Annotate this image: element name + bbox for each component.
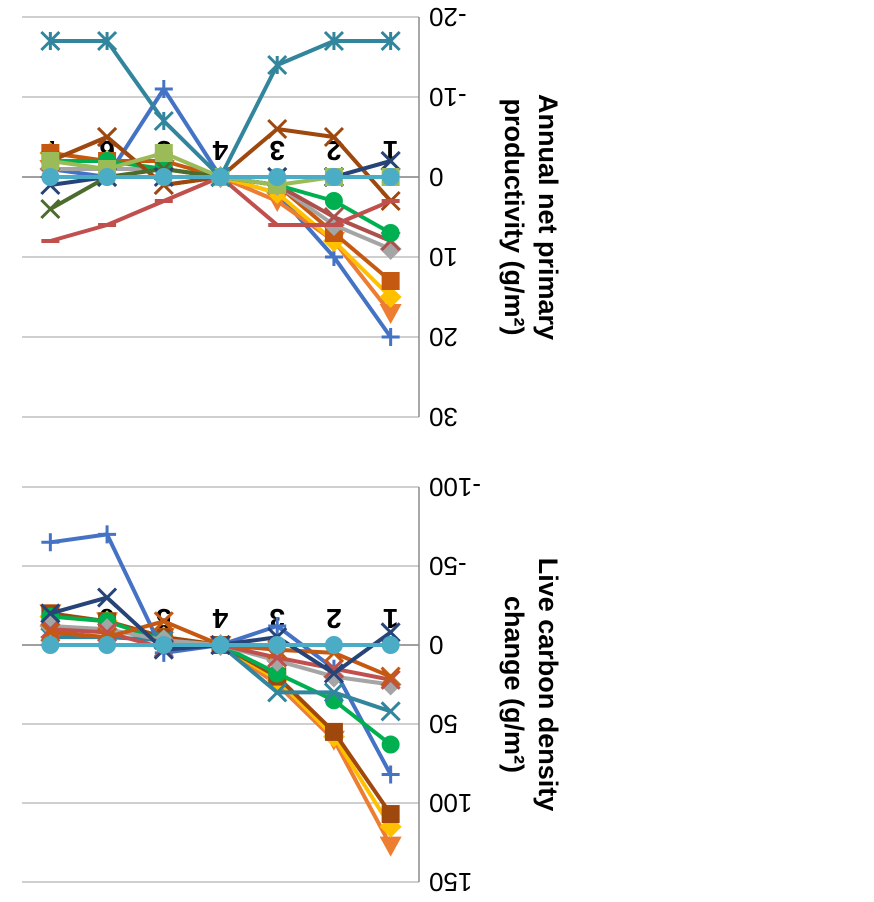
data-point [379,836,402,857]
y-tick-label: 30 [429,402,458,432]
data-point [98,636,117,654]
data-point [381,328,400,346]
y-tick-label: -20 [429,2,467,32]
y-tick-label: -100 [429,472,481,502]
data-point [40,198,61,220]
data-point [324,192,343,210]
data-point [40,30,61,52]
y-tick-label: 100 [429,788,472,818]
y-axis-title: Live carbon densitychange (g/m²) [499,558,563,812]
carbon-chart-panel: -100-500501001501234567Live carbon densi… [22,472,563,897]
data-point [380,666,401,687]
x-tick-label: 4 [212,603,228,634]
data-point [324,636,343,654]
x-tick-label: 4 [212,135,228,166]
data-point [268,617,287,636]
data-point [380,701,401,722]
data-point [381,805,400,824]
data-point [211,636,230,654]
data-point [324,168,343,186]
data-point [153,110,174,132]
data-point [323,658,344,679]
data-point [323,663,344,684]
data-point [97,30,118,52]
y-tick-label: 50 [429,709,458,739]
data-point [381,272,400,290]
data-point [268,168,287,186]
data-point [268,664,287,683]
data-point [154,636,173,654]
data-point [41,168,60,186]
data-point [379,238,402,260]
data-point [381,224,400,242]
data-point [97,587,118,608]
y-tick-label: 20 [429,322,458,352]
data-point [41,533,60,552]
data-point [153,611,174,632]
data-point [323,682,344,703]
data-point [211,168,230,186]
series-0 [41,80,400,346]
y-tick-label: 0 [429,630,443,660]
data-point [266,649,289,672]
y-axis-title: Annual net primaryproductivity (g/m²) [499,94,563,340]
data-point [323,30,344,52]
data-point [379,286,402,308]
data-point [381,168,400,186]
data-point [268,636,287,654]
y-tick-label: 150 [429,867,472,897]
data-point [267,118,288,140]
series-10 [41,636,400,654]
data-point [154,168,173,186]
data-point [380,30,401,52]
data-point [40,619,61,640]
data-point [380,150,401,172]
data-point [154,80,173,98]
data-point [267,54,288,76]
y-tick-label: -10 [429,82,467,112]
y-tick-label: -50 [429,551,467,581]
data-point [98,525,117,544]
y-tick-label: 0 [429,162,443,192]
data-point [381,765,400,784]
data-point [381,636,400,654]
data-point [97,126,118,148]
data-point [323,126,344,148]
data-point [40,603,61,624]
data-point [98,168,117,186]
data-point [41,152,60,170]
y-tick-label: 10 [429,242,458,272]
data-point [381,735,400,754]
data-point [324,722,343,741]
x-tick-label: 3 [269,135,285,166]
data-point [41,636,60,654]
data-point [322,665,345,688]
x-tick-label: 1 [383,603,399,634]
data-point [379,304,402,324]
npp-chart-panel: -20-1001020301234567Annual net primarypr… [22,2,563,432]
data-point [267,682,288,703]
data-point [154,144,173,162]
series-13 [41,168,400,186]
x-tick-label: 2 [326,603,342,634]
